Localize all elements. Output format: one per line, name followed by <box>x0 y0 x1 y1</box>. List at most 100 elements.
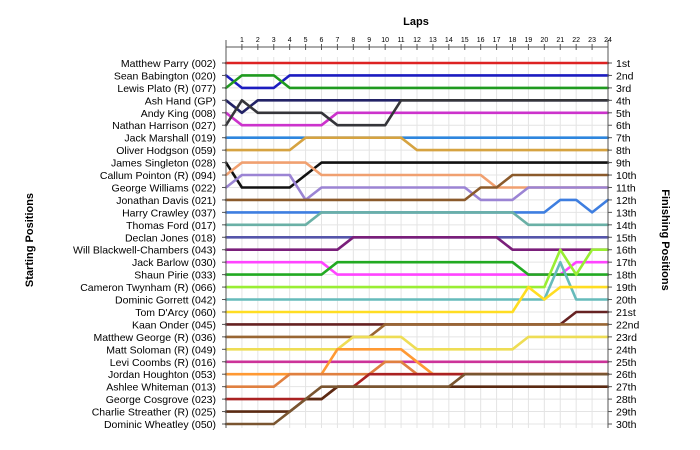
driver-line <box>224 236 610 251</box>
starting-label: Nathan Harrison (027) <box>112 120 216 132</box>
starting-label: George Cosgrove (023) <box>106 394 216 406</box>
lap-tick-label: 1 <box>240 37 244 44</box>
lap-tick-label: 5 <box>304 37 308 44</box>
starting-label: Declan Jones (018) <box>125 232 216 244</box>
starting-label: Shaun Pirie (033) <box>134 270 216 282</box>
finishing-label: 6th <box>616 120 631 132</box>
lap-tick-label: 2 <box>256 37 260 44</box>
starting-label: Sean Babington (020) <box>114 70 216 82</box>
starting-label: Andy King (008) <box>141 108 216 120</box>
driver-line <box>224 211 610 227</box>
y-axis-left-label: Starting Positions <box>24 193 36 287</box>
finishing-label: 30th <box>616 419 637 431</box>
driver-line <box>224 136 610 152</box>
lap-tick-labels: 1 2 3 4 5 6 7 8 9 10 11 12 13 14 15 16 17 18 19 20 21 22 23 24 <box>240 37 612 44</box>
driver-line <box>224 161 610 189</box>
starting-label: Matthew George (R) (036) <box>93 332 216 344</box>
lap-tick-label: 22 <box>572 37 580 44</box>
starting-label: Jack Marshall (019) <box>124 133 216 145</box>
starting-label: George Williams (022) <box>112 182 216 194</box>
axes <box>222 40 612 428</box>
finishing-label: 24th <box>616 344 637 356</box>
driver-line <box>224 99 610 127</box>
lap-tick-label: 3 <box>272 37 276 44</box>
lap-tick-label: 8 <box>351 37 355 44</box>
starting-label: Tom D'Arcy (060) <box>135 307 216 319</box>
lap-tick-label: 19 <box>525 37 533 44</box>
finishing-label: 20th <box>616 295 637 307</box>
lap-tick-label: 11 <box>397 37 404 44</box>
lap-tick-label: 15 <box>461 37 469 44</box>
driver-line <box>224 323 610 339</box>
driver-line <box>224 248 610 289</box>
lap-tick-label: 4 <box>288 37 292 44</box>
driver-line <box>224 260 610 276</box>
finishing-label: 27th <box>616 382 637 394</box>
finishing-label: 29th <box>616 407 637 419</box>
finishing-labels: 1st2nd3rd4th5th6th7th8th9th10th11th12th1… <box>616 58 640 431</box>
starting-label: Charlie Streather (R) (025) <box>92 407 216 419</box>
starting-label: Matthew Parry (002) <box>121 58 216 70</box>
lap-tick-label: 12 <box>413 37 421 44</box>
chart-title: Laps <box>403 16 429 28</box>
lap-tick-label: 13 <box>429 37 437 44</box>
lap-tick-label: 18 <box>509 37 517 44</box>
starting-label: Ashlee Whiteman (013) <box>106 382 216 394</box>
driver-line <box>224 285 610 314</box>
starting-label: Matt Soloman (R) (049) <box>106 344 216 356</box>
starting-label: Levi Coombs (R) (016) <box>110 357 216 369</box>
finishing-label: 22nd <box>616 319 640 331</box>
driver-line <box>224 372 610 426</box>
lap-tick-label: 24 <box>604 37 612 44</box>
finishing-label: 1st <box>616 58 630 70</box>
finishing-label: 4th <box>616 95 631 107</box>
finishing-label: 15th <box>616 232 637 244</box>
driver-line <box>224 173 610 202</box>
starting-label: Kaan Onder (045) <box>132 319 216 331</box>
finishing-label: 13th <box>616 207 637 219</box>
starting-label: Harry Crawley (037) <box>122 207 216 219</box>
starting-label: Oliver Hodgson (059) <box>116 145 216 157</box>
finishing-label: 23rd <box>616 332 637 344</box>
finishing-label: 25th <box>616 357 637 369</box>
starting-label: Jordan Houghton (053) <box>108 369 216 381</box>
finishing-label: 5th <box>616 108 631 120</box>
driver-line <box>224 173 610 202</box>
lap-tick-label: 16 <box>477 37 485 44</box>
finishing-label: 2nd <box>616 70 634 82</box>
starting-label: Dominic Gorrett (042) <box>115 295 216 307</box>
lap-tick-label: 23 <box>588 37 596 44</box>
starting-label: Jonathan Davis (021) <box>116 195 216 207</box>
lap-tick-label: 7 <box>335 37 339 44</box>
finishing-label: 14th <box>616 220 637 232</box>
finishing-label: 26th <box>616 369 637 381</box>
lap-tick-label: 17 <box>493 37 501 44</box>
starting-label: Dominic Wheatley (050) <box>104 419 216 431</box>
starting-label: Jack Barlow (030) <box>132 257 216 269</box>
lap-tick-label: 14 <box>445 37 453 44</box>
finishing-label: 3rd <box>616 83 631 95</box>
driver-line <box>224 111 610 127</box>
finishing-label: 28th <box>616 394 637 406</box>
finishing-label: 17th <box>616 257 637 269</box>
y-axis-right-label: Finishing Positions <box>659 189 671 290</box>
finishing-label: 7th <box>616 133 631 145</box>
lap-tick-label: 10 <box>381 37 389 44</box>
finishing-label: 19th <box>616 282 637 294</box>
series-lines <box>224 61 610 426</box>
lap-tick-label: 6 <box>320 37 324 44</box>
lap-tick-label: 9 <box>367 37 371 44</box>
lap-tick-label: 21 <box>556 37 564 44</box>
starting-label: Callum Pointon (R) (094) <box>100 170 216 182</box>
driver-line <box>224 74 610 90</box>
starting-label: Ash Hand (GP) <box>145 95 216 107</box>
finishing-label: 9th <box>616 158 631 170</box>
finishing-label: 16th <box>616 245 637 257</box>
starting-labels: Matthew Parry (002)Sean Babington (020) L… <box>73 58 216 431</box>
starting-label: Will Blackwell-Chambers (043) <box>73 245 216 257</box>
starting-label: James Singleton (028) <box>111 158 216 170</box>
driver-line <box>224 74 610 90</box>
finishing-label: 21st <box>616 307 636 319</box>
driver-line <box>224 335 610 351</box>
